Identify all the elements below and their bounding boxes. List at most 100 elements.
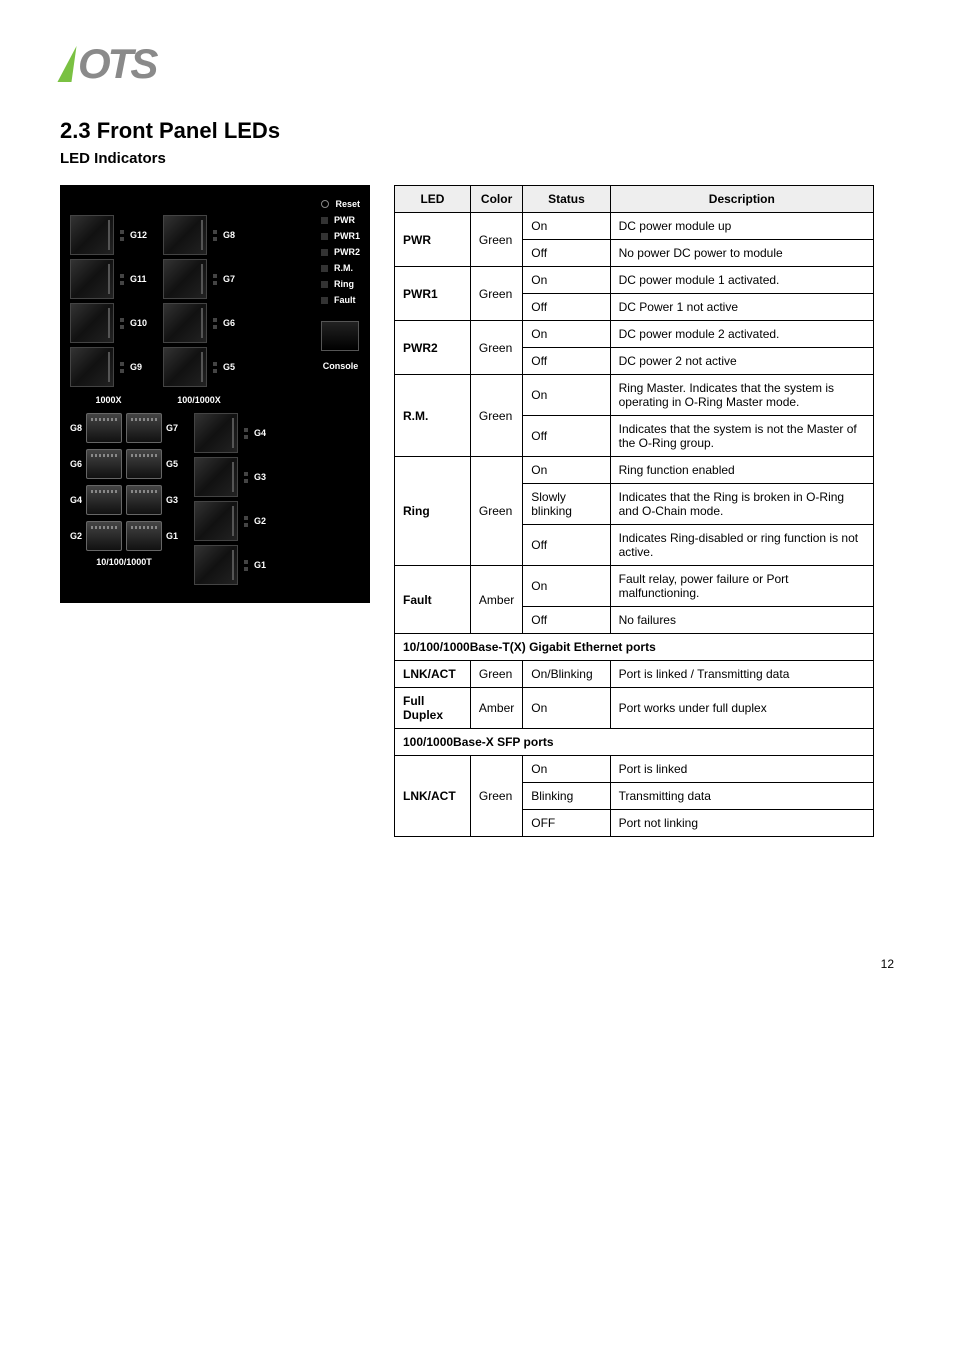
table-section-row: 10/100/1000Base-T(X) Gigabit Ethernet po… — [395, 634, 874, 661]
status-label: Fault — [334, 295, 356, 305]
table-row: Full Duplex Amber On Port works under fu… — [395, 688, 874, 729]
sfp-port — [70, 259, 114, 299]
port-label: G11 — [130, 274, 147, 284]
sfp-port — [194, 457, 238, 497]
status-label: R.M. — [334, 263, 353, 273]
port-label: G3 — [254, 472, 266, 482]
sfp-port — [163, 215, 207, 255]
table-row: R.M. Green On Ring Master. Indicates tha… — [395, 375, 874, 416]
cell-desc: Transmitting data — [610, 783, 873, 810]
cell-desc: No failures — [610, 607, 873, 634]
cell-color: Green — [470, 213, 522, 267]
port-label: G1 — [166, 531, 178, 541]
sfp-port — [194, 545, 238, 585]
led-indicator-icon — [321, 233, 328, 240]
port-label: G3 — [166, 495, 178, 505]
cell-status: On — [523, 321, 610, 348]
cell-status: Off — [523, 607, 610, 634]
table-row: PWR1 Green On DC power module 1 activate… — [395, 267, 874, 294]
cell-desc: Ring function enabled — [610, 457, 873, 484]
cell-led: Full Duplex — [395, 688, 471, 729]
port-group-label: 1000X — [70, 395, 147, 405]
cell-desc: Indicates Ring-disabled or ring function… — [610, 525, 873, 566]
col-status: Status — [523, 186, 610, 213]
led-indicator-icon — [321, 217, 328, 224]
table-row: Fault Amber On Fault relay, power failur… — [395, 566, 874, 607]
cell-desc: Fault relay, power failure or Port malfu… — [610, 566, 873, 607]
section-heading: 10/100/1000Base-T(X) Gigabit Ethernet po… — [395, 634, 874, 661]
cell-status: On — [523, 756, 610, 783]
col-description: Description — [610, 186, 873, 213]
cell-desc: DC power module 2 activated. — [610, 321, 873, 348]
port-label: G12 — [130, 230, 147, 240]
led-indicator-icon — [321, 265, 328, 272]
cell-desc: Indicates that the system is not the Mas… — [610, 416, 873, 457]
brand-text: OTS — [78, 40, 155, 88]
table-row: LNK/ACT Green On Port is linked — [395, 756, 874, 783]
led-indicator-icon — [321, 249, 328, 256]
port-label: G8 — [223, 230, 235, 240]
brand-logo: OTS — [60, 40, 894, 88]
reset-hole-icon — [321, 200, 329, 208]
sfp-port — [70, 303, 114, 343]
sfp-port — [163, 347, 207, 387]
sfp-port — [194, 501, 238, 541]
cell-status: Off — [523, 525, 610, 566]
rj45-port — [86, 413, 122, 443]
port-group-label: 10/100/1000T — [70, 557, 178, 567]
cell-color: Green — [470, 756, 522, 837]
rj45-port — [126, 521, 162, 551]
cell-status: On — [523, 457, 610, 484]
cell-color: Green — [470, 661, 522, 688]
port-label: G8 — [70, 423, 82, 433]
table-section-row: 100/1000Base-X SFP ports — [395, 729, 874, 756]
led-indicator-icon — [321, 281, 328, 288]
cell-desc: Port works under full duplex — [610, 688, 873, 729]
cell-status: On — [523, 213, 610, 240]
cell-color: Green — [470, 321, 522, 375]
cell-status: On/Blinking — [523, 661, 610, 688]
status-label: PWR1 — [334, 231, 360, 241]
port-label: G4 — [254, 428, 266, 438]
sfp-port — [70, 347, 114, 387]
sfp-port — [194, 413, 238, 453]
port-label: G5 — [166, 459, 178, 469]
cell-color: Amber — [470, 566, 522, 634]
rj45-port — [86, 485, 122, 515]
section-subtitle: LED Indicators — [60, 150, 894, 167]
cell-led: R.M. — [395, 375, 471, 457]
cell-desc: Port is linked — [610, 756, 873, 783]
status-label: PWR2 — [334, 247, 360, 257]
led-indicator-icon — [321, 297, 328, 304]
cell-status: Off — [523, 240, 610, 267]
cell-desc: DC power 2 not active — [610, 348, 873, 375]
cell-desc: DC Power 1 not active — [610, 294, 873, 321]
rj45-port — [86, 449, 122, 479]
status-label: PWR — [334, 215, 355, 225]
logo-mark-icon — [57, 46, 76, 82]
col-led: LED — [395, 186, 471, 213]
rj45-port — [126, 449, 162, 479]
cell-color: Green — [470, 457, 522, 566]
port-label: G7 — [166, 423, 178, 433]
section-title: 2.3 Front Panel LEDs — [60, 118, 894, 144]
table-header-row: LED Color Status Description — [395, 186, 874, 213]
port-label: G5 — [223, 362, 235, 372]
cell-status: Slowly blinking — [523, 484, 610, 525]
cell-led: LNK/ACT — [395, 756, 471, 837]
cell-desc: Indicates that the Ring is broken in O-R… — [610, 484, 873, 525]
table-row: LNK/ACT Green On/Blinking Port is linked… — [395, 661, 874, 688]
port-label: G10 — [130, 318, 147, 328]
cell-status: On — [523, 267, 610, 294]
sfp-port — [70, 215, 114, 255]
section-heading: 100/1000Base-X SFP ports — [395, 729, 874, 756]
cell-led: Ring — [395, 457, 471, 566]
cell-color: Green — [470, 375, 522, 457]
cell-desc: Port not linking — [610, 810, 873, 837]
page-number: 12 — [60, 957, 894, 971]
port-label: G9 — [130, 362, 142, 372]
port-label: G2 — [70, 531, 82, 541]
port-label: G1 — [254, 560, 266, 570]
cell-status: Off — [523, 348, 610, 375]
cell-desc: DC power module up — [610, 213, 873, 240]
